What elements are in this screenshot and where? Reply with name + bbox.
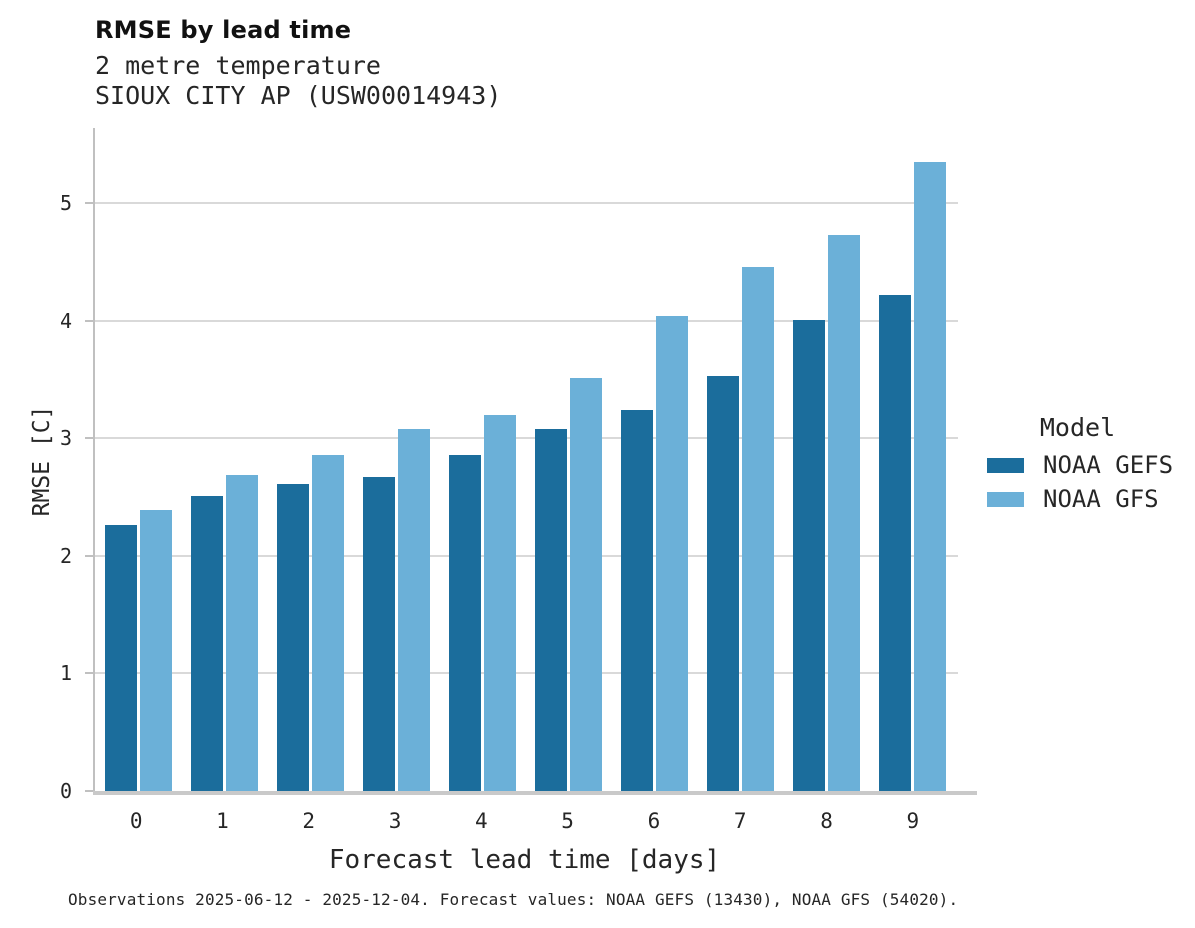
bar-noaa-gefs-lead-6 — [621, 410, 654, 791]
legend-swatch — [987, 491, 1024, 507]
bar-series-container — [95, 128, 956, 791]
chart-subtitle: 2 metre temperature SIOUX CITY AP (USW00… — [95, 51, 501, 111]
bar-noaa-gfs-lead-6 — [656, 316, 689, 791]
legend: Model NOAA GEFS NOAA GFS — [975, 413, 1180, 513]
bar-group-lead-3 — [353, 128, 439, 791]
bar-noaa-gfs-lead-3 — [397, 429, 430, 791]
bar-noaa-gefs-lead-8 — [793, 320, 826, 791]
bar-noaa-gefs-lead-3 — [362, 477, 395, 791]
bar-noaa-gfs-lead-4 — [483, 415, 516, 791]
gridline-5 — [95, 202, 958, 205]
bar-noaa-gefs-lead-7 — [707, 376, 740, 791]
x-tick-label-8: 8 — [820, 809, 833, 833]
y-tick-mark-2 — [85, 554, 93, 557]
y-tick-mark-1 — [85, 672, 93, 675]
x-axis-label: Forecast lead time [days] — [328, 845, 721, 875]
y-tick-label-5: 5 — [59, 191, 72, 216]
x-tick-label-1: 1 — [216, 809, 229, 833]
legend-label: NOAA GFS — [1043, 485, 1159, 513]
legend-entry-noaa-gefs: NOAA GEFS — [975, 451, 1180, 479]
y-tick-mark-0 — [85, 790, 93, 792]
x-tick-label-2: 2 — [302, 809, 316, 833]
bar-noaa-gefs-lead-4 — [448, 455, 481, 791]
bar-noaa-gfs-lead-9 — [914, 162, 947, 791]
bar-group-lead-6 — [612, 128, 698, 791]
y-tick-label-4: 4 — [59, 308, 72, 333]
bar-noaa-gfs-lead-2 — [311, 455, 344, 791]
gridline-4 — [95, 319, 958, 322]
bar-noaa-gefs-lead-2 — [276, 484, 309, 791]
bar-noaa-gfs-lead-0 — [139, 510, 172, 791]
y-tick-label-1: 1 — [59, 661, 72, 686]
gridline-2 — [95, 554, 958, 557]
y-tick-label-3: 3 — [59, 426, 72, 451]
y-tick-mark-5 — [85, 202, 93, 205]
bar-noaa-gefs-lead-1 — [190, 496, 223, 791]
bar-group-lead-7 — [698, 128, 784, 791]
gridline-3 — [95, 437, 958, 440]
legend-title: Model — [1039, 413, 1116, 442]
x-axis-ticks: 0 1 2 3 4 5 6 7 8 9 — [93, 809, 956, 833]
bar-group-lead-8 — [784, 128, 870, 791]
bar-group-lead-2 — [267, 128, 353, 791]
bar-noaa-gefs-lead-0 — [104, 525, 137, 791]
x-tick-label-3: 3 — [388, 809, 402, 833]
y-tick-mark-4 — [85, 319, 93, 322]
bar-noaa-gfs-lead-5 — [570, 378, 603, 791]
bar-noaa-gfs-lead-7 — [742, 267, 775, 791]
legend-label: NOAA GEFS — [1043, 451, 1174, 479]
y-tick-label-0: 0 — [59, 779, 72, 803]
plot-area — [93, 128, 977, 795]
x-tick-label-6: 6 — [647, 809, 661, 833]
x-tick-label-9: 9 — [906, 809, 920, 833]
x-tick-label-7: 7 — [733, 809, 747, 833]
bar-group-lead-1 — [181, 128, 267, 791]
x-tick-label-0: 0 — [129, 809, 143, 833]
footer-caption: Observations 2025-06-12 - 2025-12-04. Fo… — [68, 890, 959, 909]
gridline-1 — [95, 672, 958, 675]
legend-swatch — [987, 457, 1024, 473]
legend-entry-noaa-gfs: NOAA GFS — [975, 485, 1180, 513]
bar-noaa-gfs-lead-8 — [828, 235, 861, 791]
bar-group-lead-5 — [525, 128, 611, 791]
y-axis-label: RMSE [C] — [29, 405, 55, 517]
bar-noaa-gefs-lead-5 — [535, 429, 568, 791]
bar-group-lead-4 — [439, 128, 525, 791]
x-tick-label-4: 4 — [475, 809, 488, 833]
bar-group-lead-0 — [95, 128, 181, 791]
legend-entries: NOAA GEFS NOAA GFS — [975, 451, 1180, 513]
x-axis-baseline — [93, 791, 977, 795]
bar-noaa-gfs-lead-1 — [225, 475, 258, 791]
y-tick-label-2: 2 — [59, 543, 72, 568]
page-title: RMSE by lead time — [95, 16, 352, 44]
subtitle-variable: 2 metre temperature — [95, 51, 381, 80]
y-tick-mark-3 — [85, 437, 93, 440]
bar-noaa-gefs-lead-9 — [879, 295, 912, 791]
x-tick-label-5: 5 — [561, 809, 574, 833]
bar-group-lead-9 — [870, 128, 956, 791]
subtitle-station: SIOUX CITY AP (USW00014943) — [95, 81, 502, 110]
